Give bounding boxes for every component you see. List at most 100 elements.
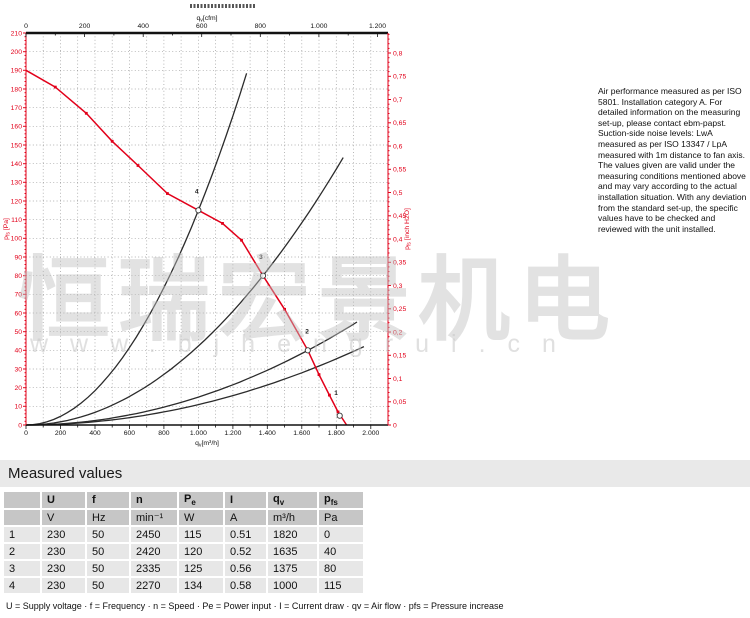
cell-value: 2450: [131, 527, 177, 543]
table-row: 3 230 50 2335 125 0.56 1375 80: [4, 561, 363, 577]
left-tick-label: 140: [11, 161, 23, 168]
system-curves: [25, 73, 365, 426]
right-axis-title: pfs [inch H2O]: [404, 208, 413, 250]
cell-value: 2335: [131, 561, 177, 577]
performance-chart: 4 3 2 1 0 10 20 30 40 50 60 70 80 90 100 110 120 130 140 15…: [0, 0, 415, 450]
cell-value: 125: [179, 561, 223, 577]
right-tick-label: 0,55: [393, 167, 406, 174]
left-tick-label: 210: [11, 30, 23, 37]
cell-value: 115: [179, 527, 223, 543]
bottom-tick-label: 1.800: [328, 430, 345, 437]
bottom-tick-label: 800: [158, 430, 170, 437]
column-unit: A: [225, 510, 266, 526]
column-unit: Pa: [319, 510, 363, 526]
right-tick-label: 0,3: [393, 283, 403, 290]
left-tick-label: 20: [14, 385, 22, 392]
fan-curve-marker: [317, 373, 321, 376]
right-tick-label: 0,45: [393, 213, 406, 220]
cell-value: 230: [42, 578, 85, 594]
bottom-tick-label: 0: [24, 430, 28, 437]
column-header: Pe: [179, 492, 223, 509]
cell-value: 1820: [268, 527, 317, 543]
fan-curve-marker: [166, 192, 169, 195]
fan-curve-layer: [25, 69, 348, 426]
row-index: 4: [4, 578, 40, 594]
illegible-fineprint: [190, 4, 256, 8]
fan-curve-marker: [53, 85, 57, 89]
top-tick-label: 600: [196, 23, 208, 30]
bottom-axis-title: qv[m³/h]: [195, 440, 219, 449]
right-tick-label: 0,25: [393, 306, 406, 313]
left-tick-label: 60: [14, 310, 22, 317]
right-tick-label: 0,65: [393, 120, 406, 127]
left-tick-label: 130: [11, 180, 23, 187]
bottom-tick-label: 1.600: [293, 430, 310, 437]
system-curve: [26, 346, 365, 426]
left-tick-label: 160: [11, 124, 23, 131]
column-unit: W: [179, 510, 223, 526]
column-header: n: [131, 492, 177, 509]
cell-value: 134: [179, 578, 223, 594]
fan-curve-marker: [84, 111, 88, 115]
cell-value: 230: [42, 527, 85, 543]
operating-point-marker: [259, 272, 267, 279]
bottom-tick-label: 2.000: [362, 430, 379, 437]
fan-curve-marker: [136, 164, 140, 167]
bottom-tick-label: 200: [55, 430, 67, 437]
top-tick-label: 800: [255, 23, 267, 30]
left-tick-label: 40: [14, 348, 22, 355]
right-tick-label: 0,7: [393, 97, 403, 104]
measured-values-header: Measured values: [0, 460, 750, 487]
corner-cell: [4, 510, 40, 526]
cell-value: 2420: [131, 544, 177, 560]
axes-layer: [23, 31, 391, 429]
row-index: 2: [4, 544, 40, 560]
cell-value: 0.51: [225, 527, 266, 543]
operating-point-label: 1: [334, 390, 338, 397]
column-header: U: [42, 492, 85, 509]
cell-value: 50: [87, 578, 129, 594]
row-index: 1: [4, 527, 40, 543]
right-tick-label: 0,1: [393, 376, 403, 383]
axis-titles-layer: qv[cfm] qv[m³/h] pfs [Pa] pfs [inch H2O]: [3, 15, 413, 449]
cell-value: 230: [42, 544, 85, 560]
right-tick-label: 0,8: [393, 50, 403, 57]
cell-value: 115: [319, 578, 363, 594]
left-tick-label: 0: [18, 422, 22, 429]
corner-cell: [4, 492, 40, 509]
right-tick-label: 0,35: [393, 260, 406, 267]
right-tick-label: 0,4: [393, 236, 403, 243]
operating-point-label: 4: [195, 189, 199, 196]
cell-value: 50: [87, 527, 129, 543]
cell-value: 1635: [268, 544, 317, 560]
measurement-note: Air performance measured as per ISO 5801…: [598, 86, 747, 234]
tick-labels-layer: 0102030405060708090100110120130140150160…: [11, 23, 407, 437]
right-tick-label: 0,2: [393, 329, 403, 336]
operating-points-layer: 4 3 2 1: [195, 189, 343, 419]
top-tick-label: 0: [24, 23, 28, 30]
bottom-tick-label: 1.400: [259, 430, 276, 437]
operating-point-marker: [304, 347, 311, 354]
right-tick-label: 0,75: [393, 74, 406, 81]
table-row: 1 230 50 2450 115 0.51 1820 0: [4, 527, 363, 543]
symbols-legend: U = Supply voltage · f = Frequency · n =…: [6, 601, 504, 611]
fan-curve-marker: [283, 307, 286, 311]
cell-value: 2270: [131, 578, 177, 594]
cell-value: 0.56: [225, 561, 266, 577]
left-tick-label: 180: [11, 86, 23, 93]
table-body: 1 230 50 2450 115 0.51 1820 0 2 230 50 2420 120 0.52 1…: [4, 527, 363, 594]
top-tick-label: 400: [138, 23, 150, 30]
system-curve: [26, 321, 358, 426]
operating-point-label: 2: [305, 329, 309, 336]
system-curve: [25, 157, 344, 426]
fan-curve-marker: [328, 393, 331, 397]
cell-value: 0.58: [225, 578, 266, 594]
left-tick-label: 120: [11, 198, 23, 205]
left-tick-label: 170: [11, 105, 23, 112]
cell-value: 0.52: [225, 544, 266, 560]
bottom-tick-label: 1.200: [224, 430, 241, 437]
left-tick-label: 190: [11, 68, 23, 75]
column-unit: V: [42, 510, 85, 526]
